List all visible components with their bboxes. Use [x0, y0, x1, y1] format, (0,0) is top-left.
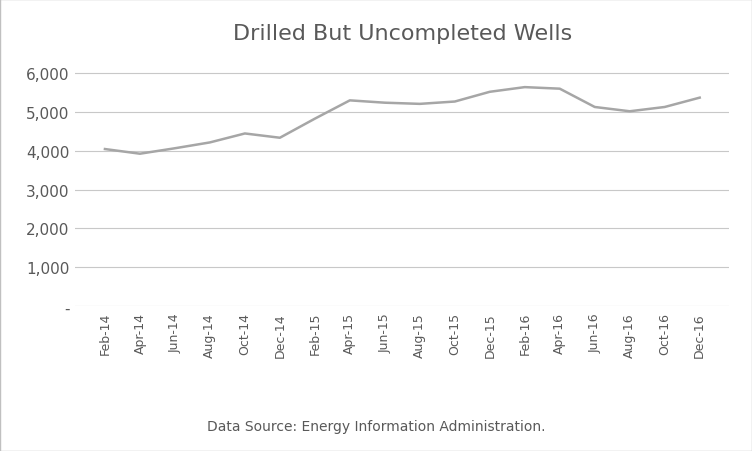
Title: Drilled But Uncompleted Wells: Drilled But Uncompleted Wells [232, 24, 572, 44]
Text: Data Source: Energy Information Administration.: Data Source: Energy Information Administ… [207, 419, 545, 433]
